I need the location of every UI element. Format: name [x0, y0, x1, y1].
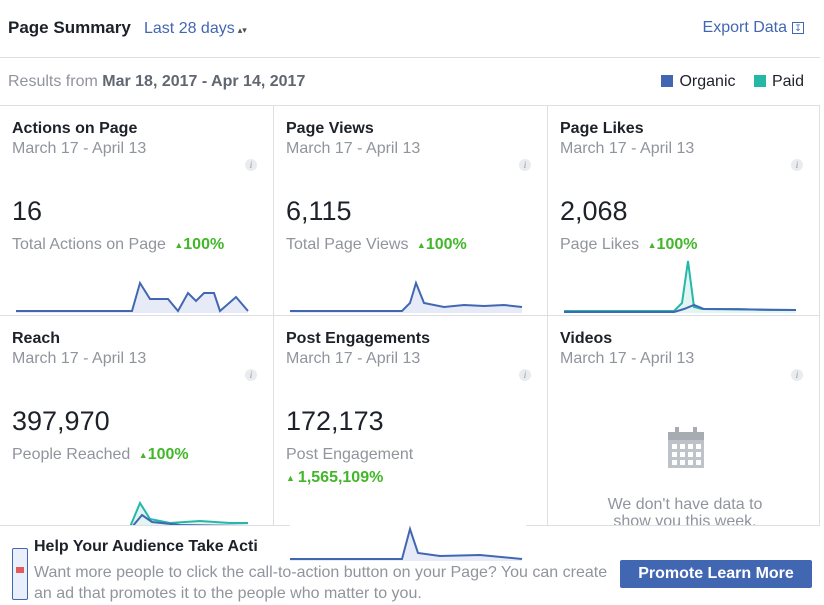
sparkline-chart [564, 260, 797, 313]
info-icon[interactable]: i [791, 369, 803, 381]
percent-change: ▲100% [135, 446, 189, 463]
info-icon[interactable]: i [791, 159, 803, 171]
legend-organic-swatch [661, 75, 674, 87]
results-bar: Results from Mar 18, 2017 - Apr 14, 2017… [0, 58, 820, 106]
card-subtitle: Page Likes ▲100% [560, 236, 697, 254]
page-title: Page Summary [8, 18, 131, 37]
card-date: March 17 - April 13 [560, 140, 695, 157]
date-range-label: Last 28 days [144, 20, 235, 37]
promo-text: Want more people to click the call-to-ac… [34, 564, 608, 602]
percent-change: ▲100% [644, 236, 698, 253]
results-range-text: Results from Mar 18, 2017 - Apr 14, 2017 [8, 73, 305, 91]
card-value: 172,173 [286, 406, 384, 436]
card-title: Page Views [286, 120, 374, 137]
card-date: March 17 - April 13 [12, 350, 147, 367]
card-title: Actions on Page [12, 120, 138, 137]
card-subtitle-text: Total Page Views [286, 236, 409, 253]
card-subtitle: Total Actions on Page ▲100% [12, 236, 224, 254]
post-engagements-sparkline [290, 523, 526, 563]
card-subtitle-text: People Reached [12, 446, 131, 463]
up-arrow-icon: ▲ [138, 450, 148, 460]
info-icon[interactable]: i [519, 159, 531, 171]
card-subtitle: Total Page Views ▲100% [286, 236, 467, 254]
sparkline-paid-line [129, 500, 248, 525]
card-value: 16 [12, 196, 43, 226]
percent-change: ▲ 1,565,109% [286, 469, 383, 487]
results-range: Mar 18, 2017 - Apr 14, 2017 [102, 73, 306, 90]
sparkline-paid-line [564, 260, 796, 312]
card-title: Post Engagements [286, 330, 431, 347]
card-value: 397,970 [12, 406, 110, 436]
card-date: March 17 - April 13 [286, 140, 421, 157]
card-page-views[interactable]: Page Views March 17 - April 13 i 6,115 T… [274, 106, 548, 316]
legend: Organic Paid [647, 73, 804, 91]
percent-change-value: 100% [183, 236, 225, 253]
sparkline-organic-line [290, 279, 523, 312]
promotion-banner: Help Your Audience Take Acti Want more p… [0, 530, 824, 605]
promo-title: Help Your Audience Take Acti [34, 538, 258, 555]
card-title: Videos [560, 330, 613, 347]
percent-change-value: 1,565,109% [297, 469, 384, 486]
card-subtitle-text: Total Actions on Page [12, 236, 166, 253]
card-title: Reach [12, 330, 61, 347]
legend-paid-label: Paid [771, 73, 804, 90]
export-data-label: Export Data [702, 19, 787, 36]
date-range-select[interactable]: Last 28 days ▴▾ [144, 20, 247, 38]
percent-change-value: 100% [656, 236, 698, 253]
sparkline-fill [130, 503, 248, 525]
legend-organic: Organic [661, 73, 736, 90]
sparkline-chart [129, 500, 249, 525]
legend-paid-swatch [753, 75, 766, 87]
chevron-updown-icon: ▴▾ [237, 25, 247, 35]
card-date: March 17 - April 13 [286, 350, 421, 367]
download-icon: ↧ [792, 22, 804, 34]
up-arrow-icon: ▲ [647, 240, 657, 250]
legend-paid: Paid [753, 73, 804, 90]
card-page-likes[interactable]: Page Likes March 17 - April 13 i 2,068 P… [548, 106, 820, 316]
sparkline-organic-line [16, 280, 249, 313]
sparkline-fill [290, 283, 522, 313]
card-subtitle: People Reached ▲100% [12, 446, 189, 464]
sparkline-chart [16, 280, 249, 313]
results-prefix: Results from [8, 73, 98, 90]
info-icon[interactable]: i [519, 369, 531, 381]
info-icon[interactable]: i [245, 159, 257, 171]
up-arrow-icon: ▲ [416, 240, 426, 250]
card-post-engagements[interactable]: Post Engagements March 17 - April 13 i 1… [274, 316, 548, 526]
card-title: Page Likes [560, 120, 644, 137]
no-data-message: We don't have data to show you this week… [548, 496, 819, 526]
phone-thumbnail-icon [12, 548, 28, 600]
percent-change: ▲100% [170, 236, 224, 253]
up-arrow-icon: ▲ [174, 240, 184, 250]
percent-change-value: 100% [425, 236, 467, 253]
promote-learn-more-button[interactable]: Promote Learn More [620, 560, 812, 588]
card-value: 6,115 [286, 196, 352, 226]
card-videos[interactable]: Videos March 17 - April 13 i We don't ha… [548, 316, 820, 526]
percent-change-value: 100% [147, 446, 189, 463]
up-arrow-icon: ▲ [286, 473, 295, 483]
sparkline-fill [16, 283, 248, 313]
card-date: March 17 - April 13 [560, 350, 695, 367]
no-data-line-2: show you this week. [613, 513, 757, 526]
export-data-link[interactable]: Export Data ↧ [703, 19, 804, 37]
calendar-icon [668, 427, 704, 468]
legend-organic-label: Organic [679, 73, 736, 90]
sparkline-chart [290, 279, 523, 313]
card-actions-on-page[interactable]: Actions on Page March 17 - April 13 i 16… [0, 106, 274, 316]
sparkline-organic-line [564, 303, 797, 313]
sparkline-organic-line [290, 525, 523, 560]
percent-change: ▲100% [413, 236, 467, 253]
sparkline-organic-line [132, 513, 249, 525]
card-value: 2,068 [560, 196, 628, 226]
card-reach[interactable]: Reach March 17 - April 13 i 397,970 Peop… [0, 316, 274, 526]
card-date: March 17 - April 13 [12, 140, 147, 157]
info-icon[interactable]: i [245, 369, 257, 381]
card-subtitle-text: Page Likes [560, 236, 640, 253]
card-subtitle: Post Engagement [286, 446, 414, 463]
page-summary-header: Page Summary Last 28 days ▴▾ Export Data ↧ [0, 0, 820, 58]
no-data-line-1: We don't have data to [607, 496, 763, 513]
